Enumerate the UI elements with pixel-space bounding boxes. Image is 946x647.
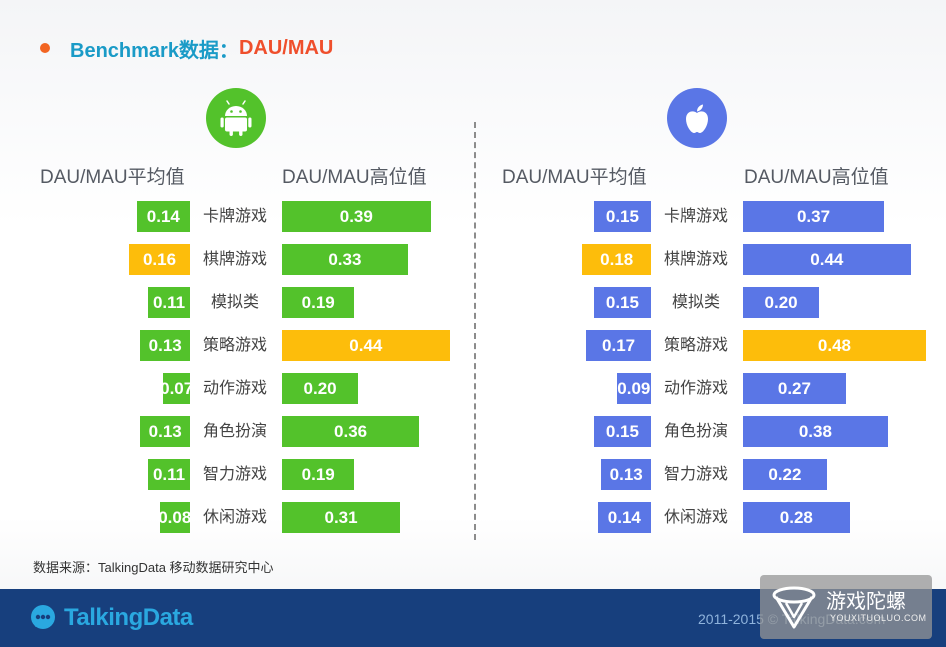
ios-avg-bar: 0.15 [593,201,651,232]
ios-category-label: 卡牌游戏 [663,208,728,225]
android-avg-bar: 0.13 [140,416,190,447]
android-avg-bar: 0.11 [148,459,190,490]
ios-avg-bar: 0.15 [593,287,651,318]
ios-category-label: 策略游戏 [663,337,728,354]
android-category-label: 策略游戏 [202,337,267,354]
android-avg-bar: 0.13 [140,330,190,361]
title-accent: DAU/MAU [238,36,334,59]
android-high-bar: 0.33 [282,244,408,275]
android-avg-bar: 0.14 [136,201,190,232]
ios-avg-bar: 0.09 [616,373,651,404]
ios-category-label: 模拟类 [671,294,720,311]
android-category-label: 休闲游戏 [202,509,267,526]
talkingdata-logo: TalkingData [28,603,193,633]
ios-category-label: 智力游戏 [663,466,728,483]
ios-avg-bar: 0.15 [593,416,651,447]
page-title: Benchmark数据： DAU/MAU [40,33,333,63]
ios-category-label: 棋牌游戏 [663,251,728,268]
watermark-text: 游戏陀螺 [826,591,906,613]
android-high-bar: 0.19 [282,287,355,318]
ios-avg-bar: 0.17 [586,330,651,361]
title-bullet-icon [40,43,50,53]
ios-high-bar: 0.22 [743,459,827,490]
android-category-label: 卡牌游戏 [202,208,267,225]
ios-high-bar: 0.48 [743,330,926,361]
android-avg-bar: 0.16 [129,244,190,275]
android-high-bar: 0.31 [282,502,401,533]
android-avg-bar: 0.11 [148,287,190,318]
android-category-label: 模拟类 [210,294,259,311]
watermark: 游戏陀螺 YOUXITUOLUO.COM [760,575,932,639]
panel-divider [474,122,476,540]
data-source: 数据来源：TalkingData 移动数据研究中心 [33,560,274,575]
ios-high-bar: 0.38 [743,416,888,447]
spinning-top-icon [772,586,816,629]
android-category-label: 棋牌游戏 [202,251,267,268]
ios-avg-bar: 0.18 [582,244,651,275]
android-category-label: 角色扮演 [202,423,267,440]
title-main: Benchmark数据： [70,39,239,62]
ios-avg-header: DAU/MAU平均值 [502,167,647,188]
apple-icon [667,88,727,148]
android-high-bar: 0.20 [282,373,359,404]
android-avg-bar: 0.08 [158,502,191,533]
android-avg-header: DAU/MAU平均值 [40,167,185,188]
android-high-bar: 0.36 [282,416,420,447]
ios-high-bar: 0.27 [743,373,846,404]
ios-avg-bar: 0.13 [601,459,651,490]
logo-text: TalkingData [64,604,193,631]
android-high-header: DAU/MAU高位值 [282,167,427,188]
ios-high-bar: 0.20 [743,287,820,318]
ios-category-label: 休闲游戏 [663,509,728,526]
android-avg-bar: 0.07 [160,373,193,404]
ios-category-label: 角色扮演 [663,423,728,440]
android-high-bar: 0.39 [282,201,431,232]
android-category-label: 动作游戏 [202,380,267,397]
android-icon [206,88,266,148]
android-high-bar: 0.44 [282,330,450,361]
ios-high-bar: 0.28 [743,502,850,533]
ios-high-header: DAU/MAU高位值 [744,167,889,188]
android-category-label: 智力游戏 [202,466,267,483]
watermark-subtext: YOUXITUOLUO.COM [830,613,927,623]
talkingdata-logo-icon [31,605,55,629]
ios-high-bar: 0.44 [743,244,911,275]
ios-avg-bar: 0.14 [597,502,651,533]
android-high-bar: 0.19 [282,459,355,490]
ios-category-label: 动作游戏 [663,380,728,397]
ios-high-bar: 0.37 [743,201,884,232]
